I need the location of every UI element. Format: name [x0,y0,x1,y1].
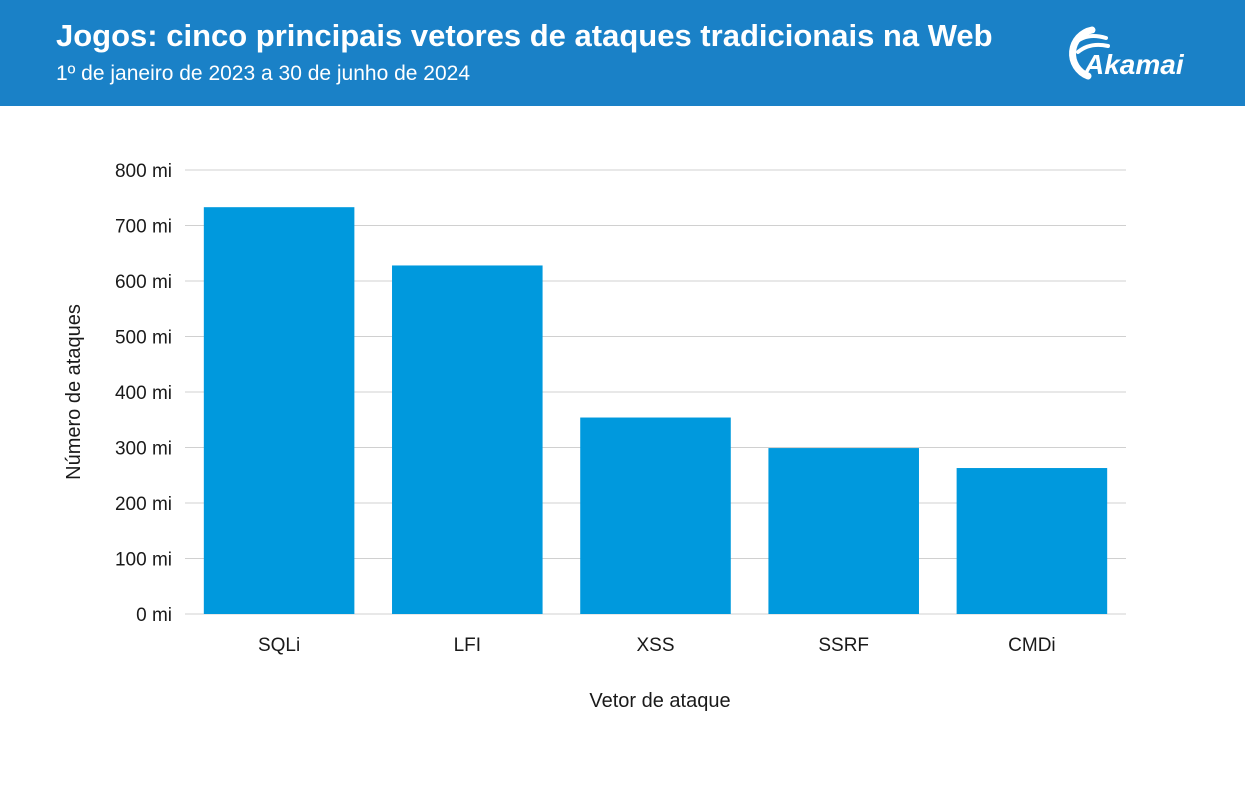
y-tick-label: 600 mi [115,272,172,293]
bars [203,207,1108,614]
x-tick-label: XSS [636,635,674,656]
bar-chart: 0 mi 100 mi 200 mi 300 mi 400 mi 500 mi 600 mi… [63,161,1126,712]
akamai-wave-icon [1069,26,1110,80]
akamai-logo: Akamai [1069,26,1185,80]
x-tick-label: SSRF [818,635,869,656]
bar-cmdi [956,468,1108,614]
chart-subtitle: 1º de janeiro de 2023 a 30 de junho de 2… [56,62,471,85]
y-axis-ticks: 0 mi 100 mi 200 mi 300 mi 400 mi 500 mi 600 mi… [115,161,172,626]
x-tick-label: CMDi [1008,635,1056,656]
chart-header: Jogos: cinco principais vetores de ataqu… [0,0,1245,106]
bar-lfi [392,265,543,614]
bar-sqli [203,207,355,614]
akamai-logo-text: Akamai [1083,49,1185,80]
y-tick-label: 300 mi [115,439,172,460]
bar-ssrf [768,448,919,614]
y-tick-label: 100 mi [115,550,172,571]
y-tick-label: 700 mi [115,217,172,238]
x-tick-label: SQLi [258,635,300,656]
y-axis-title: Número de ataques [63,304,85,480]
x-axis-title: Vetor de ataque [589,690,730,712]
y-tick-label: 200 mi [115,494,172,515]
y-tick-label: 400 mi [115,383,172,404]
chart-title: Jogos: cinco principais vetores de ataqu… [56,18,993,53]
x-axis-ticks: SQLi LFI XSS SSRF CMDi [258,635,1056,656]
y-tick-label: 500 mi [115,328,172,349]
x-tick-label: LFI [454,635,481,656]
y-tick-label: 0 mi [136,605,172,626]
y-tick-label: 800 mi [115,161,172,182]
bar-xss [580,417,731,614]
